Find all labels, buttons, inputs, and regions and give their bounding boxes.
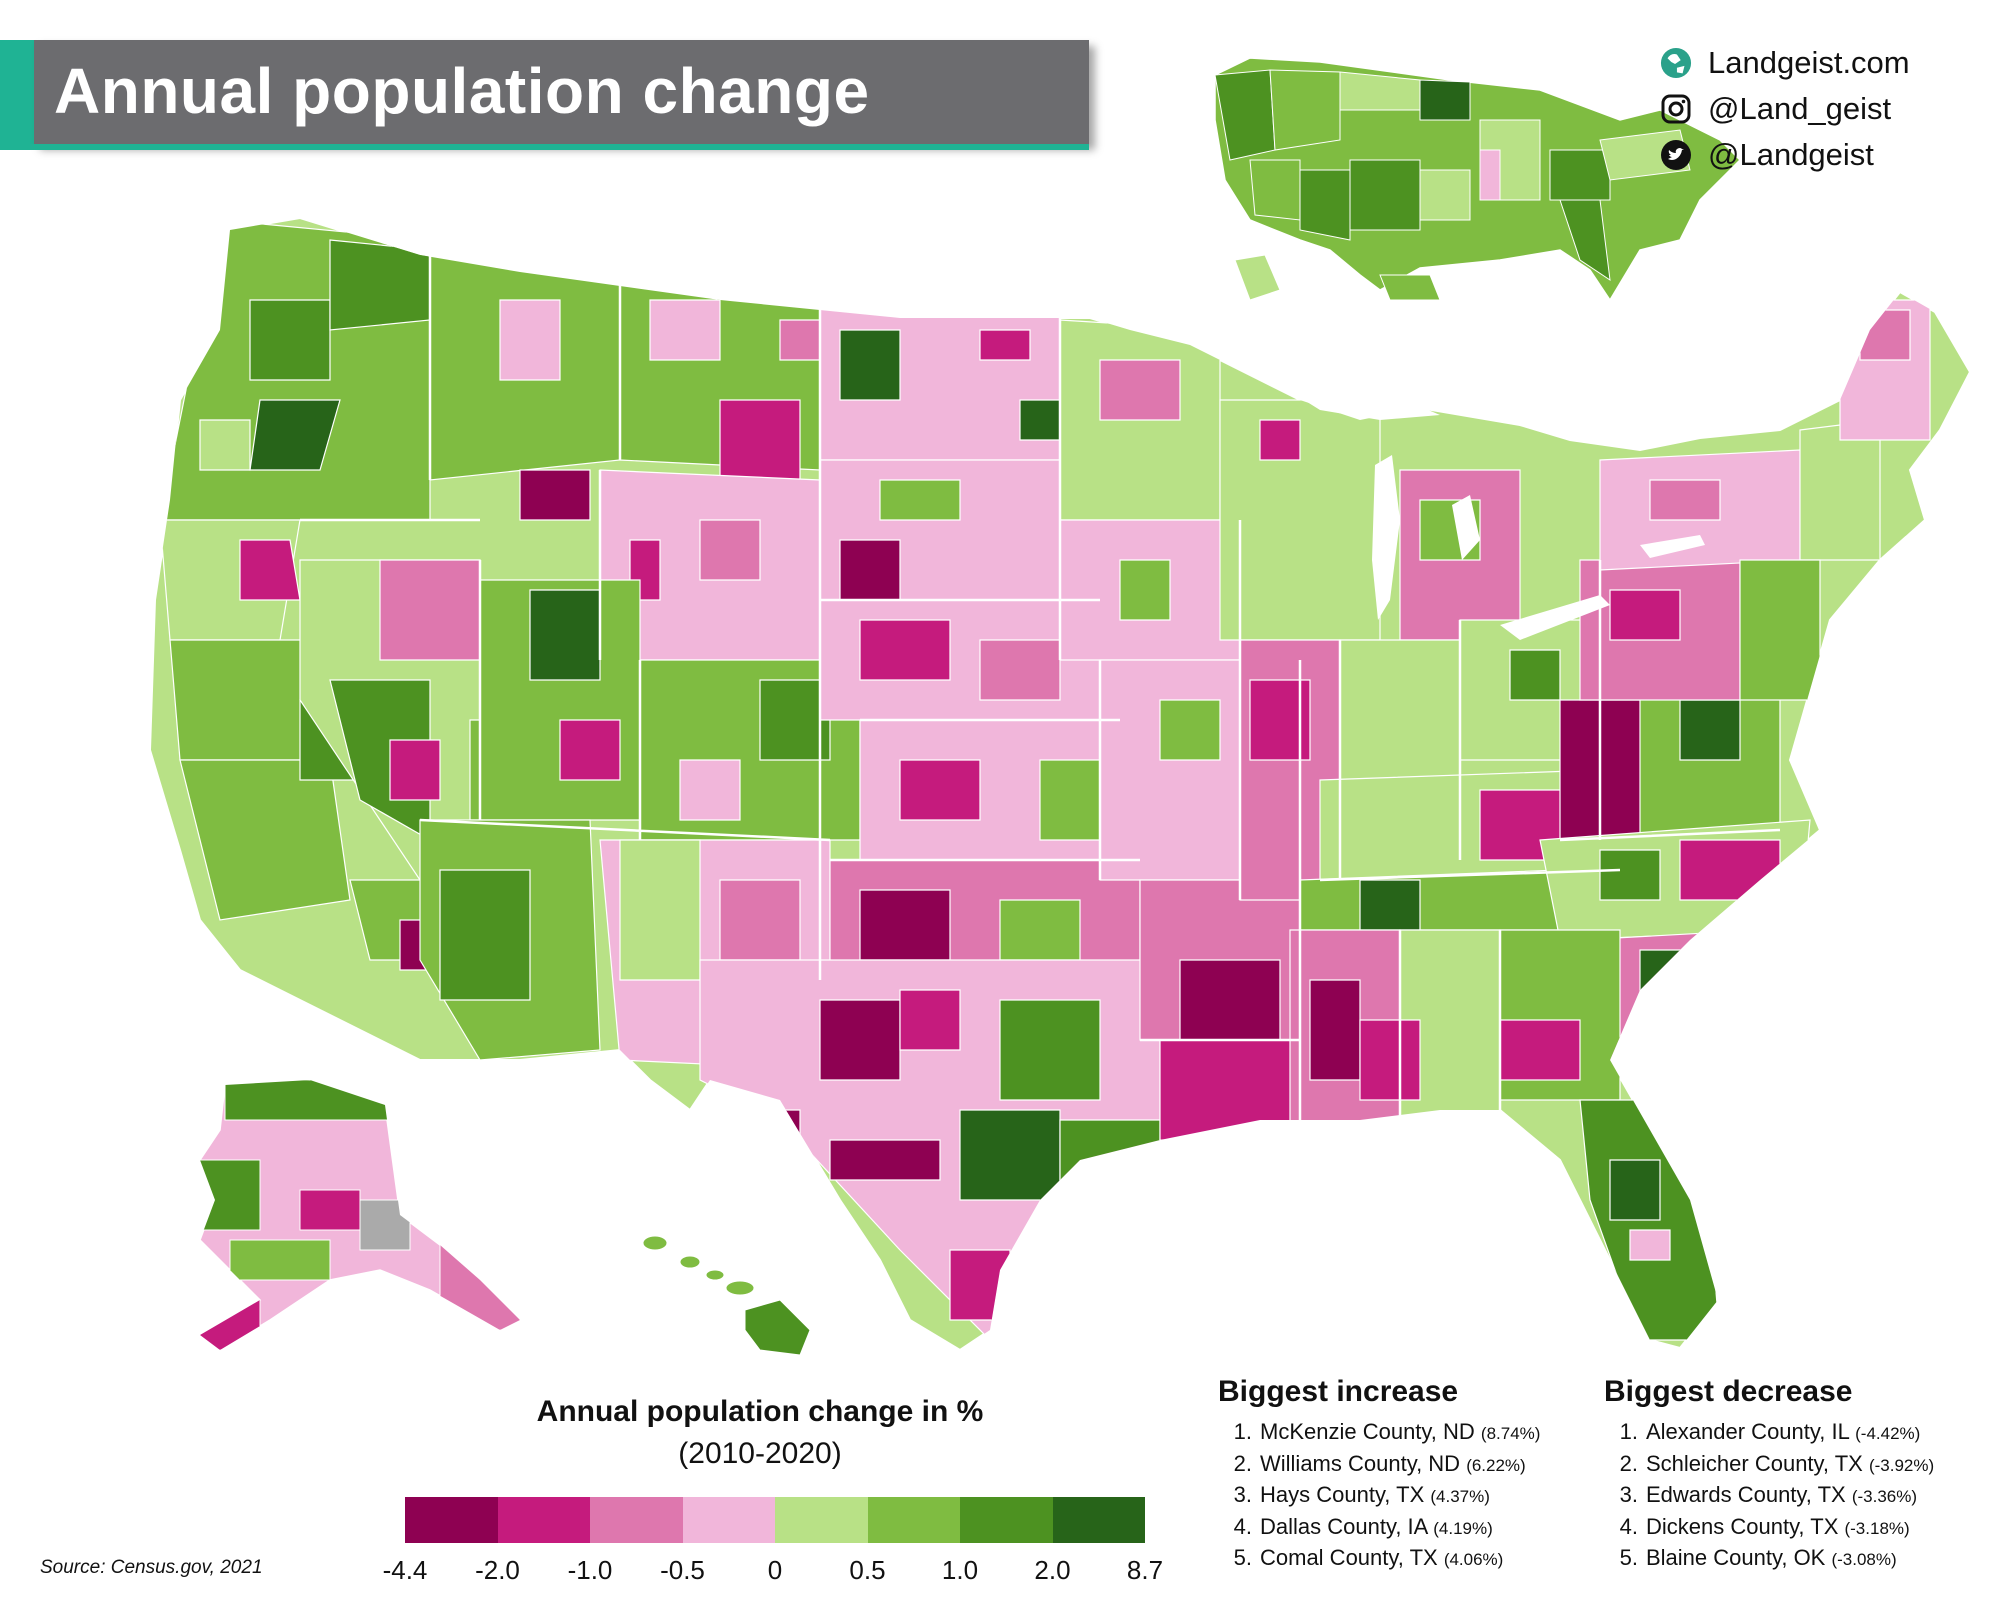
- rank-number: 2.: [1233, 1450, 1252, 1476]
- change-value: (4.37%): [1430, 1487, 1490, 1506]
- change-value: (-3.36%): [1851, 1487, 1918, 1506]
- decrease-item-3: 3. Edwards County, TX (-3.36%): [1604, 1482, 1984, 1514]
- biggest-decrease-list: Biggest decrease 1. Alexander County, IL …: [1604, 1375, 1984, 1577]
- instagram-icon: [1660, 93, 1692, 125]
- brand-twitter[interactable]: @Landgeist: [1660, 132, 1980, 178]
- county-name: Comal County, TX: [1260, 1545, 1444, 1570]
- county-name: Hays County, TX: [1260, 1482, 1431, 1507]
- legend-tick-7: 1.0: [941, 1555, 979, 1585]
- legend-swatch-4: [682, 1497, 775, 1543]
- globe-icon: [1660, 47, 1692, 79]
- legend-tick-6: 0.5: [849, 1555, 886, 1585]
- legend-tick-9: 8.7: [1126, 1555, 1164, 1585]
- legend-tick-3: -1.0: [567, 1555, 613, 1585]
- rank-number: 4.: [1233, 1513, 1252, 1539]
- title-accent-bar: [0, 40, 34, 144]
- change-value: (6.22%): [1466, 1455, 1526, 1475]
- decrease-item-4: 4. Dickens County, TX (-3.18%): [1604, 1514, 1984, 1546]
- biggest-decrease-heading: Biggest decrease: [1604, 1375, 1853, 1408]
- rank-number: 2.: [1619, 1450, 1638, 1476]
- change-value: (4.06%): [1443, 1550, 1504, 1569]
- legend-swatch-1: [405, 1497, 498, 1543]
- legend-tick-5: 0: [767, 1555, 783, 1585]
- biggest-increase-list: Biggest increase 1. McKenzie County, ND (…: [1218, 1375, 1598, 1577]
- title-underline: [0, 144, 1089, 150]
- increase-item-1: 1. McKenzie County, ND (8.74%): [1218, 1419, 1598, 1451]
- county-name: Williams County, ND: [1260, 1450, 1467, 1476]
- county-name: Alexander County, IL: [1646, 1419, 1856, 1444]
- rank-number: 3.: [1233, 1482, 1252, 1507]
- source-note: Source: Census.gov, 2021: [40, 1557, 263, 1578]
- rank-number: 3.: [1619, 1482, 1638, 1507]
- legend-swatch-6: [867, 1497, 960, 1543]
- change-value: (-4.42%): [1855, 1424, 1921, 1443]
- branding: Landgeist.com @Land_geist @Landgeist: [1660, 40, 1980, 178]
- legend-swatch-3: [590, 1497, 683, 1543]
- legend-swatch-5: [775, 1497, 868, 1543]
- legend-tick-4: -0.5: [660, 1555, 705, 1585]
- decrease-item-2: 2. Schleicher County, TX (-3.92%): [1604, 1451, 1984, 1483]
- increase-item-5: 5. Comal County, TX (4.06%): [1218, 1545, 1598, 1577]
- decrease-item-1: 1. Alexander County, IL (-4.42%): [1604, 1419, 1984, 1451]
- rank-number: 1.: [1619, 1419, 1638, 1444]
- legend-swatch-2: [497, 1497, 590, 1543]
- twitter-handle: @Landgeist: [1708, 137, 1874, 172]
- county-name: Dallas County, IA: [1260, 1513, 1434, 1539]
- biggest-increase-heading: Biggest increase: [1218, 1375, 1459, 1408]
- alaska: [198, 1079, 522, 1351]
- legend-tick-labels: -4.4 -2.0 -1.0 -0.5 0 0.5 1.0 2.0 8.7: [383, 1555, 1163, 1595]
- rank-number: 4.: [1619, 1513, 1638, 1539]
- website-text: Landgeist.com: [1708, 45, 1910, 80]
- increase-item-4: 4. Dallas County, IA (4.19%): [1218, 1514, 1598, 1546]
- brand-website[interactable]: Landgeist.com: [1660, 40, 1980, 86]
- contiguous-us: [149, 217, 1971, 1351]
- county-name: Edwards County, TX: [1646, 1482, 1852, 1507]
- county-name: Dickens County, TX: [1646, 1513, 1845, 1539]
- biggest-decrease-items: 1. Alexander County, IL (-4.42%) 2. Schleic…: [1604, 1419, 1984, 1577]
- decrease-item-5: 5. Blaine County, OK (-3.08%): [1604, 1545, 1984, 1577]
- page-title: Annual population change: [54, 55, 870, 127]
- inset-states-map: [1214, 57, 1742, 302]
- legend-swatch-7: [960, 1497, 1053, 1543]
- change-value: (-3.92%): [1868, 1455, 1935, 1475]
- instagram-handle: @Land_geist: [1708, 91, 1892, 126]
- hawaii: [642, 1235, 811, 1356]
- legend-subtitle: (2010-2020): [678, 1437, 842, 1470]
- rank-number: 1.: [1233, 1419, 1252, 1444]
- legend-swatch-8: [1052, 1497, 1145, 1543]
- biggest-increase-items: 1. McKenzie County, ND (8.74%) 2. Williams …: [1218, 1419, 1598, 1577]
- county-name: Blaine County, OK: [1646, 1545, 1832, 1570]
- increase-item-2: 2. Williams County, ND (6.22%): [1218, 1451, 1598, 1483]
- change-value: (8.74%): [1480, 1424, 1541, 1443]
- county-name: McKenzie County, ND: [1260, 1419, 1481, 1444]
- change-value: (4.19%): [1433, 1518, 1493, 1538]
- change-value: (-3.18%): [1844, 1518, 1910, 1538]
- brand-instagram[interactable]: @Land_geist: [1660, 86, 1980, 132]
- county-name: Schleicher County, TX: [1646, 1450, 1869, 1476]
- rank-number: 5.: [1619, 1545, 1638, 1570]
- change-value: (-3.08%): [1831, 1550, 1897, 1569]
- twitter-icon: [1660, 139, 1692, 171]
- great-lakes: [1280, 380, 1705, 640]
- legend-color-scale: [405, 1497, 1145, 1543]
- legend-tick-8: 2.0: [1034, 1555, 1071, 1585]
- title-banner: Annual population change: [0, 40, 1089, 150]
- legend-title: Annual population change in %: [536, 1395, 984, 1428]
- legend-tick-2: -2.0: [475, 1555, 520, 1585]
- increase-item-3: 3. Hays County, TX (4.37%): [1218, 1482, 1598, 1514]
- legend-tick-1: -4.4: [382, 1555, 428, 1585]
- rank-number: 5.: [1233, 1545, 1252, 1570]
